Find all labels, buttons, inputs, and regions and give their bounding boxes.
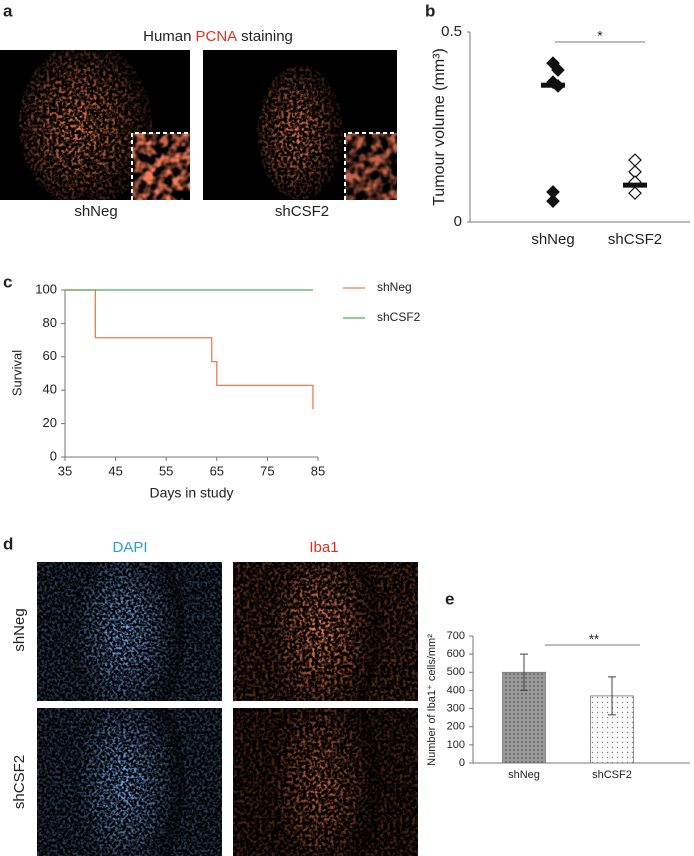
micrograph: [37, 708, 222, 856]
y-tick-label: 40: [43, 382, 57, 397]
x-tick-label: shCSF2: [592, 769, 632, 781]
panel-letter: b: [425, 1, 435, 20]
data-point: [628, 153, 642, 167]
data-point: [628, 186, 642, 200]
y-tick-label: 500: [447, 666, 465, 678]
y-tick-label: 400: [447, 684, 465, 696]
x-tick-label: shCSF2: [608, 231, 662, 248]
column-header: Iba1: [309, 539, 338, 556]
y-axis-label: Number of Iba1⁺ cells/mm²: [426, 634, 438, 766]
x-tick-label: 85: [311, 463, 325, 478]
row-header: shCSF2: [11, 755, 28, 809]
title-part: staining: [241, 28, 293, 45]
error-bar: [608, 676, 616, 716]
median-bar: [623, 182, 647, 188]
y-tick-label: 60: [43, 348, 57, 363]
x-axis-label: Days in study: [149, 485, 233, 501]
title-part: PCNA: [195, 28, 237, 45]
micrograph: [0, 50, 190, 200]
panel-letter: a: [3, 1, 13, 20]
y-tick-label: 80: [43, 315, 57, 330]
x-tick-label: 65: [210, 463, 224, 478]
error-bar: [520, 653, 528, 691]
data-point: [546, 194, 560, 208]
panel-letter: d: [3, 534, 13, 553]
legend-label: shCSF2: [377, 310, 421, 324]
x-tick-label: shNeg: [531, 231, 574, 248]
data-point: [551, 63, 565, 77]
x-tick-label: 45: [108, 463, 122, 478]
y-tick-label: 600: [447, 648, 465, 660]
micrograph: [37, 562, 222, 701]
column-header: DAPI: [112, 539, 147, 556]
y-tick-label: 0: [454, 213, 462, 230]
panel-title: Human PCNA staining: [143, 28, 293, 45]
x-tick-label: 55: [159, 463, 173, 478]
micrograph: [203, 50, 397, 200]
x-tick-label: shNeg: [508, 769, 540, 781]
image-label: shCSF2: [275, 203, 329, 220]
y-tick-label: 100: [35, 281, 57, 296]
image-label: shNeg: [74, 203, 117, 220]
x-tick-label: 75: [260, 463, 274, 478]
y-tick-label: 300: [447, 702, 465, 714]
y-tick-label: 0: [50, 448, 57, 463]
micrograph: [233, 708, 418, 856]
y-tick-label: 200: [447, 721, 465, 733]
legend-label: shNeg: [377, 280, 412, 294]
significance-label: **: [589, 631, 599, 646]
y-tick-label: 700: [447, 630, 465, 642]
y-tick-label: 100: [447, 739, 465, 751]
micrograph: [233, 562, 418, 701]
y-tick-label: 0: [459, 757, 465, 769]
survival-line: [65, 289, 314, 410]
y-axis-label: Survival: [9, 350, 24, 396]
y-tick-label: 20: [43, 415, 57, 430]
panel-letter: c: [3, 272, 12, 291]
y-tick-label: 0.5: [441, 23, 462, 40]
median-bar: [541, 82, 565, 88]
row-header: shNeg: [11, 608, 28, 651]
x-tick-label: 35: [58, 463, 72, 478]
y-axis-label: Tumour volume (mm³): [431, 48, 448, 206]
significance-label: *: [597, 28, 603, 44]
panel-letter: e: [445, 589, 454, 608]
title-part: Human: [143, 28, 191, 45]
